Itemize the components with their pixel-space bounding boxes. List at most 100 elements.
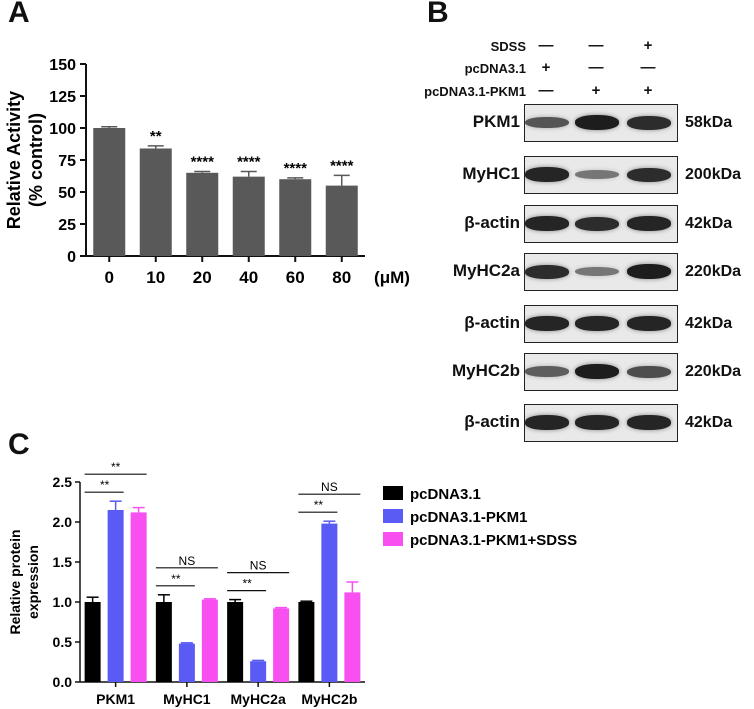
y-tick-label: 1.5 [53,554,73,570]
y-tick-label: 0 [67,249,76,266]
chart-c-relative-protein-expression: 0.00.51.01.52.02.5PKM1****MyHC1**NSMyHC2… [7,462,577,707]
y-axis-label-unit: (% control) [26,113,46,207]
significance-label: **** [284,160,308,177]
significance-label: **** [330,157,354,174]
condition-sign: — [640,59,656,76]
y-tick-label: 2.5 [53,474,73,490]
blot-band [525,216,569,231]
comparison-label: ** [111,462,121,474]
blot-kda-label: 58kDa [685,114,733,131]
blot-kda-label: 220kDa [685,363,742,380]
significance-label: **** [191,154,215,171]
x-tick-label: PKM1 [96,691,135,707]
condition-sign: + [591,82,601,99]
panel-letter-a: A [8,0,30,29]
blot-kda-label: 220kDa [685,263,742,280]
bar [130,512,147,682]
bar [201,599,218,682]
comparison-label: ** [314,498,324,512]
blot-band [525,264,569,279]
y-axis-label: Relative Activity [4,91,24,229]
condition-sign: + [643,82,653,99]
bar [84,602,101,682]
bar [178,643,195,682]
comparison-label: NS [250,559,267,573]
blot-protein-label: MyHC1 [462,164,520,183]
bar [93,128,126,256]
condition-sign: + [643,37,653,54]
x-tick-label: MyHC2b [301,691,357,707]
blot-band [627,167,671,182]
blot-band [525,167,569,182]
y-tick-label: 1.0 [53,594,73,610]
blot-strip [524,404,678,442]
bar [107,510,124,682]
blot-band [525,116,569,129]
blot-band [575,169,619,180]
y-tick-label: 125 [49,89,76,106]
blot-band [627,365,671,378]
y-tick-label: 2.0 [53,514,73,530]
comparison-label: ** [171,572,181,586]
bar [321,523,338,682]
x-tick-label: 80 [332,268,351,287]
blot-band [525,415,569,430]
blot-band [627,264,671,279]
significance-label: **** [237,154,261,171]
bar [139,148,172,256]
condition-sign: — [588,37,604,54]
blot-strip [524,305,678,343]
western-blot-panel: SDSS — — + pcDNA3.1 + — — pcDNA3.1-PKM1 — + + PKM1 58… [398,35,754,445]
legend-label: pcDNA3.1-PKM1 [410,509,528,526]
blot-kda-label: 200kDa [685,166,742,183]
blot-band [575,316,619,331]
y-axis-label-unit: expression [25,545,41,619]
blot-band [575,266,619,277]
bar [325,185,358,256]
blot-kda-label: 42kDa [685,414,733,431]
condition-label: pcDNA3.1-PKM1 [424,84,526,99]
x-tick-label: MyHC2a [231,691,286,707]
blot-band [627,415,671,430]
blot-strip [524,156,678,194]
y-tick-label: 25 [58,217,76,234]
bar [298,602,315,682]
x-tick-label: 20 [193,268,212,287]
blot-band [627,216,671,231]
blot-band [525,316,569,331]
blot-protein-label: β-actin [464,213,520,232]
blot-strip [524,104,678,142]
bar [250,661,267,682]
comparison-label: ** [242,577,252,591]
blot-protein-label: PKM1 [472,112,520,131]
condition-label: pcDNA3.1 [464,61,526,76]
blot-kda-label: 42kDa [685,315,733,332]
panel-letter-c: C [8,428,30,461]
x-tick-label: 40 [239,268,258,287]
condition-label: SDSS [490,39,526,54]
y-tick-label: 50 [58,185,76,202]
bar [227,602,244,682]
comparison-label: ** [100,478,110,492]
comparison-label: NS [321,480,338,494]
condition-sign: — [588,59,604,76]
blot-protein-label: β-actin [464,412,520,431]
x-tick-label: 0 [105,268,114,287]
y-tick-label: 100 [49,121,76,138]
blot-strip [524,205,678,243]
blot-protein-label: β-actin [464,313,520,332]
blot-band [575,415,619,430]
panel-letter-b: B [427,0,449,29]
y-axis-label: Relative protein [7,529,23,634]
bar [232,176,265,256]
bar [273,608,290,682]
condition-sign: — [538,82,554,99]
blot-band [525,366,569,377]
condition-sign: — [538,37,554,54]
bar [279,179,312,256]
blot-strip [524,253,678,291]
chart-a-relative-activity: 0 25 50 75 100 125 150 0 ** 10 **** 20 **** 40 **** 60 *… [4,57,410,287]
blot-band [627,115,671,130]
condition-sign: + [541,59,551,76]
y-tick-label: 0.5 [53,634,73,650]
